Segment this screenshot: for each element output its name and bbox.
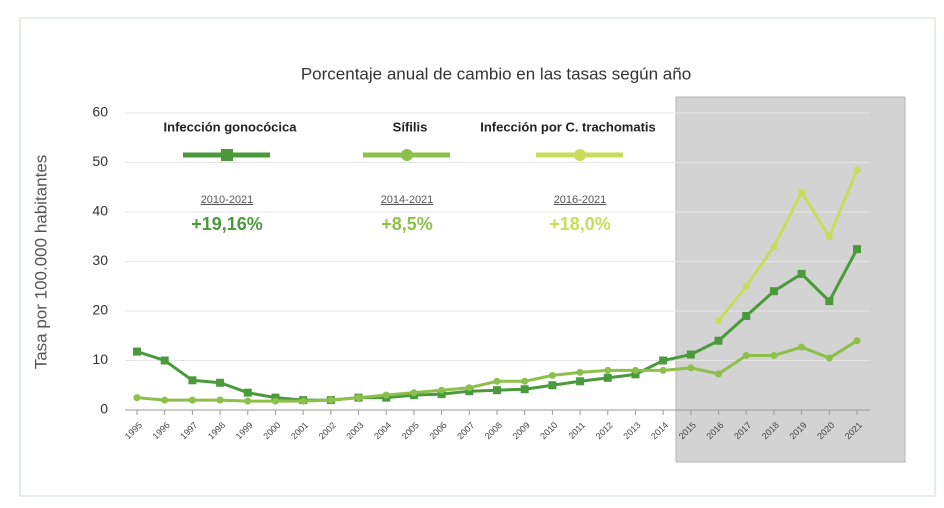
- data-point: [769, 287, 778, 296]
- data-point: [742, 352, 750, 360]
- data-point: [382, 391, 390, 399]
- data-point: [493, 377, 501, 385]
- data-point: [825, 297, 834, 306]
- data-point: [853, 337, 861, 345]
- data-point: [327, 396, 335, 404]
- data-point: [188, 396, 196, 404]
- data-point: [715, 317, 723, 325]
- legend-marker: [221, 149, 233, 161]
- y-tick-label: 50: [92, 153, 108, 169]
- data-point: [714, 336, 723, 345]
- legend-period: 2014-2021: [381, 194, 434, 206]
- data-point: [133, 394, 141, 402]
- data-point: [797, 269, 806, 278]
- data-point: [188, 376, 197, 385]
- data-point: [576, 368, 584, 376]
- y-tick-label: 40: [92, 203, 108, 219]
- data-point: [687, 364, 695, 372]
- data-point: [548, 381, 557, 390]
- data-point: [465, 384, 473, 392]
- data-point: [604, 366, 612, 374]
- data-point: [853, 166, 861, 174]
- data-point: [798, 188, 806, 196]
- data-point: [299, 397, 307, 405]
- data-point: [825, 354, 833, 362]
- series-line: [717, 169, 859, 322]
- legend-marker: [401, 149, 413, 161]
- data-point: [437, 390, 446, 399]
- data-point: [742, 311, 751, 320]
- data-point: [686, 350, 695, 359]
- y-axis-label: Tasa por 100.000 habitantes: [31, 155, 50, 370]
- data-point: [520, 385, 529, 394]
- data-point: [825, 233, 833, 241]
- legend-period: 2016-2021: [554, 194, 607, 206]
- legend-change: +18,0%: [549, 214, 611, 234]
- data-point: [161, 396, 169, 404]
- data-point: [243, 388, 252, 397]
- data-point: [548, 371, 556, 379]
- data-point: [438, 386, 446, 394]
- data-point: [216, 378, 225, 387]
- y-tick-label: 60: [92, 104, 108, 120]
- data-point: [853, 245, 861, 254]
- data-point: [715, 370, 723, 378]
- data-point: [603, 373, 612, 382]
- data-point: [770, 352, 778, 360]
- data-point: [244, 397, 252, 405]
- legend-label: Infección gonocócica: [164, 119, 298, 134]
- data-point: [493, 386, 501, 395]
- data-point: [410, 389, 418, 397]
- legend-label: Sífilis: [393, 119, 428, 134]
- legend-label: Infección por C. trachomatis: [480, 119, 656, 134]
- y-tick-label: 10: [92, 351, 108, 367]
- data-point: [355, 394, 363, 402]
- data-point: [216, 396, 224, 404]
- data-point: [659, 366, 667, 374]
- y-tick-label: 0: [100, 401, 108, 417]
- data-point: [659, 356, 668, 365]
- data-point: [160, 356, 169, 365]
- legend-period: 2010-2021: [201, 194, 254, 206]
- legend-change: +19,16%: [191, 214, 263, 234]
- y-tick-label: 30: [92, 252, 108, 268]
- data-point: [521, 377, 529, 385]
- legend-change: +8,5%: [381, 214, 433, 234]
- data-point: [133, 347, 141, 356]
- chart-title: Porcentaje anual de cambio en las tasas …: [301, 64, 691, 83]
- data-point: [742, 282, 750, 290]
- data-point: [631, 366, 639, 374]
- data-point: [271, 397, 279, 405]
- y-tick-label: 20: [92, 302, 108, 318]
- legend-marker: [574, 149, 586, 161]
- data-point: [770, 243, 778, 251]
- data-point: [631, 370, 640, 379]
- data-point: [798, 343, 806, 351]
- data-point: [576, 377, 585, 386]
